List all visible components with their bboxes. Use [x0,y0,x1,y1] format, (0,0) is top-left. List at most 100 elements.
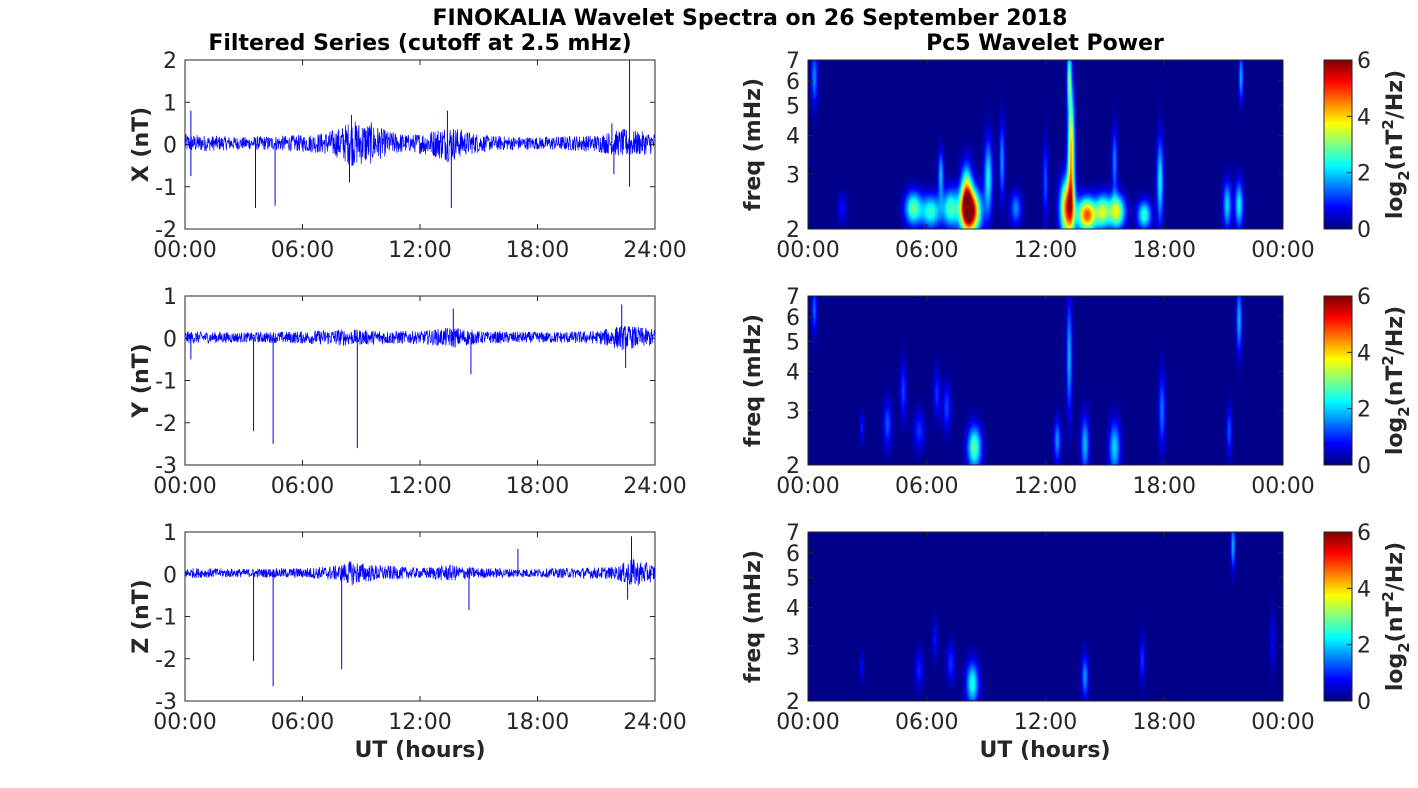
z-series-panel-ytick-label: 1 [163,521,177,546]
y-wavelet-panel-ytick-label: 5 [786,330,800,355]
x-series-panel-ytick-label: -1 [155,176,177,201]
x-wavelet-panel-colorbar-label-label-sup: 2 [1379,119,1397,129]
y-wavelet-panel-colorbar-tick-label: 4 [1357,341,1371,366]
x-wavelet-panel-colorbar-tick-label: 6 [1357,49,1371,74]
z-series-panel-y-label: Z (nT) [129,579,154,653]
x-wavelet-panel-axes: 00:00 06:00 12:00 18:00 00:00 [776,59,1315,263]
z-wavelet-panel-colorbar-label-label-sup: 2 [1379,591,1397,601]
z-wavelet-panel-xtick-label: 00:00 [776,710,839,735]
y-wavelet-panel-colorbar-gradient [1324,296,1352,465]
y-series-panel-y-label: Y (nT) [129,343,154,418]
x-series-panel-trace [184,121,656,167]
y-wavelet-panel-ytick-label: 7 [786,285,800,310]
z-wavelet-panel-colorbar-label-label-sub: 2 [1395,642,1413,652]
z-wavelet-panel-ytick-label: 4 [786,596,800,621]
x-wavelet-panel-colorbar-frame [1323,59,1353,230]
z-series-panel-ytick-label: -1 [155,606,177,631]
z-series-panel-ytick-label: -2 [155,648,177,673]
z-wavelet-panel-colorbar-gradient [1324,532,1352,701]
y-wavelet-panel-ytick-label: 4 [786,360,800,385]
z-wavelet-panel-power-image [808,532,1283,701]
x-series-panel-ytick-label: 1 [163,91,177,116]
z-series-panel-axes: 00:00 06:00 12:00 18:00 24:00 1 0 -1 -2 -3 Z (nT) [129,521,687,735]
y-wavelet-panel-ytick-label: 3 [786,399,800,424]
y-series-panel-trace [184,325,656,350]
x-series-panel-ytick-label: -2 [155,218,177,243]
z-wavelet-panel-ytick-label: 3 [786,635,800,660]
x-wavelet-panel-colorbar-tick-label: 4 [1357,105,1371,130]
z-wavelet-panel-colorbar-label: log2(nT2/Hz) [1379,542,1413,691]
z-wavelet-panel-xtick-label: 12:00 [1014,710,1077,735]
y-wavelet-panel-ytick-label: 6 [786,306,800,331]
x-wavelet-panel-xtick-label: 06:00 [895,238,958,263]
z-wavelet-panel-ytick-label: 2 [786,690,800,715]
y-series-panel-xtick-label: 00:00 [153,474,216,499]
x-wavelet-panel-ytick-label: 5 [786,94,800,119]
y-wavelet-panel-xtick-label: 12:00 [1014,474,1077,499]
z-wavelet-panel-xtick-label: 18:00 [1133,710,1196,735]
y-wavelet-panel-xtick-label: 06:00 [895,474,958,499]
y-wavelet-panel-colorbar-label-label-sub: 2 [1395,406,1413,416]
y-series-panel-ytick-label: 1 [163,285,177,310]
right-column-title: Pc5 Wavelet Power [926,31,1164,56]
z-wavelet-panel-axes: 00:00 06:00 12:00 18:00 00:00 [776,531,1315,735]
z-series-panel-frame [184,531,656,702]
x-wavelet-panel-ytick-label: 4 [786,124,800,149]
y-wavelet-panel-colorbar-tick-label: 6 [1357,285,1371,310]
y-wavelet-panel-colorbar-frame [1323,295,1353,466]
y-wavelet-panel-colorbar-label-label-sup: 2 [1379,355,1397,365]
x-series-panel-ytick-label: 0 [163,134,177,159]
y-series-panel-xtick-label: 24:00 [623,474,686,499]
z-series-panel-ytick-label: -3 [155,690,177,715]
z-wavelet-panel-colorbar-tick-label: 6 [1357,521,1371,546]
y-wavelet-panel-ytick-label: 2 [786,454,800,479]
x-series-panel-xtick-label: 18:00 [506,238,569,263]
z-wavelet-panel-colorbar-tick-label: 4 [1357,577,1371,602]
figure-title: FINOKALIA Wavelet Spectra on 26 Septembe… [433,6,1068,31]
z-wavelet-panel-colorbar-label-label-end: /Hz) [1383,542,1408,591]
x-wavelet-panel-ytick-label: 2 [786,218,800,243]
y-wavelet-panel-y-label: freq (mHz) [741,314,766,447]
y-wavelet-panel-colorbar-label-label-rest: (nT [1383,366,1408,407]
y-series-panel-ytick-label: -1 [155,370,177,395]
z-series-panel-xtick-label: 06:00 [271,710,334,735]
x-wavelet-panel-colorbar-label: log2(nT2/Hz) [1379,70,1413,219]
y-wavelet-panel-colorbar-tick-label: 0 [1357,454,1371,479]
x-series-panel-xtick-label: 06:00 [271,238,334,263]
x-wavelet-panel-colorbar-label-label-rest: (nT [1383,130,1408,171]
y-wavelet-panel-axes: 00:00 06:00 12:00 18:00 00:00 [776,295,1315,499]
x-wavelet-panel-ytick-label: 7 [786,49,800,74]
y-series-panel-ytick-label: 0 [163,327,177,352]
y-series-panel-ytick-label: -2 [155,412,177,437]
z-wavelet-panel-colorbar-frame [1323,531,1353,702]
x-series-panel-axes: 00:00 06:00 12:00 18:00 24:00 2 1 0 -1 -2 X (nT) [129,49,687,263]
x-series-panel-xtick-label: 12:00 [388,238,451,263]
y-series-panel-frame [184,295,656,466]
y-wavelet-panel-xtick-label: 00:00 [776,474,839,499]
z-wavelet-panel-colorbar-label-label-rest: (nT [1383,602,1408,643]
z-series-panel-xtick-label: 12:00 [388,710,451,735]
y-wavelet-panel-xtick-label: 00:00 [1251,474,1314,499]
y-wavelet-panel-xtick-label: 18:00 [1133,474,1196,499]
z-series-panel-trace [184,558,656,586]
right-x-axis-label: UT (hours) [979,738,1110,763]
x-series-panel-xtick-label: 24:00 [623,238,686,263]
y-wavelet-panel-colorbar-label-label: log [1383,417,1408,455]
z-series-panel-xtick-label: 18:00 [506,710,569,735]
y-series-panel-axes: 00:00 06:00 12:00 18:00 24:00 1 0 -1 -2 -3 Y (nT) [129,285,687,499]
x-wavelet-panel-xtick-label: 12:00 [1014,238,1077,263]
x-wavelet-panel-colorbar-tick-label: 2 [1357,162,1371,187]
x-series-panel-xtick-label: 00:00 [153,238,216,263]
z-wavelet-panel-ytick-label: 7 [786,521,800,546]
z-wavelet-panel-colorbar-tick-label: 0 [1357,690,1371,715]
x-wavelet-panel-colorbar-label-label-end: /Hz) [1383,70,1408,119]
left-column-title: Filtered Series (cutoff at 2.5 mHz) [208,31,631,56]
z-wavelet-panel-colorbar-label-label: log [1383,653,1408,691]
x-wavelet-panel-xtick-label: 18:00 [1133,238,1196,263]
